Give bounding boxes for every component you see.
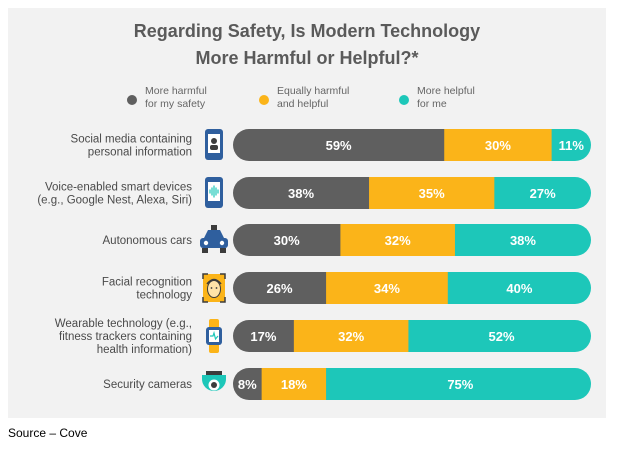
category-label: technology [136,290,192,302]
bar-segment [233,129,445,161]
bar-segments [233,224,591,256]
category-label: (e.g., Google Nest, Alexa, Siri) [37,195,192,207]
car-icon [200,225,228,253]
bar-segments [233,272,591,304]
data-label: 32% [385,233,411,248]
chart-panel: Regarding Safety, Is Modern Technology Mo… [8,8,606,418]
chart-title-line: Regarding Safety, Is Modern Technology [134,21,480,41]
data-label: 52% [488,329,514,344]
bar-segment [408,320,591,352]
legend-swatch [259,95,269,105]
category-label: Autonomous cars [103,235,193,247]
bar-segments [233,320,591,352]
data-label: 34% [374,281,400,296]
bar-segment [447,272,591,304]
data-label: 8% [238,377,257,392]
data-label: 75% [447,377,473,392]
bar-segment [233,368,263,400]
category-label: Voice-enabled smart devices [45,182,192,194]
legend-label: Equally harmful [277,85,349,97]
bar-segment [261,368,327,400]
voice-device-icon [205,177,223,208]
data-label: 38% [510,233,536,248]
legend-label: More helpful [417,85,475,97]
bar-segment [326,368,591,400]
bar-segments [233,129,591,161]
wearable-icon [206,319,222,353]
bar-segment [233,320,295,352]
phone-social-icon [205,129,223,160]
category-label: Social media containing [71,134,192,146]
legend-label: More harmful [145,85,207,97]
bar-segment [293,320,409,352]
data-label: 40% [506,281,532,296]
data-label: 30% [274,233,300,248]
data-label: 32% [338,329,364,344]
legend-swatch [127,95,137,105]
bar-segment [369,177,495,209]
bar-row: Security cameras 8% 18% 75% [103,368,591,400]
data-label: 26% [267,281,293,296]
category-label: Security cameras [103,379,192,391]
data-label: 35% [419,186,445,201]
category-label: Facial recognition [102,277,192,289]
data-label: 27% [530,186,556,201]
chart-svg: Regarding Safety, Is Modern Technology Mo… [37,21,591,400]
category-label: health information) [97,344,192,356]
category-label: fitness trackers containing [59,331,192,343]
bar-segment [444,129,553,161]
data-label: 17% [250,329,276,344]
data-label: 59% [326,138,352,153]
data-label: 30% [485,138,511,153]
bar-segments [233,368,591,400]
legend-label: and helpful [277,98,328,110]
data-label: 18% [281,377,307,392]
category-label: Wearable technology (e.g., [55,318,192,330]
bar-segment [326,272,449,304]
legend-label: for my safety [145,98,206,110]
data-label: 11% [559,138,585,153]
category-label: personal information [88,147,192,159]
face-scan-icon [202,273,226,303]
legend-swatch [399,95,409,105]
bar-segments [233,177,591,209]
bar-segment [551,129,591,161]
bar-segment [233,272,327,304]
chart-title-line: More Harmful or Helpful?* [195,48,418,68]
bar-segment [233,177,370,209]
bar-segment [454,224,591,256]
bar-segment [233,224,341,256]
bar-row: Wearable technology (e.g.,fitness tracke… [55,318,591,356]
bar-row: Voice-enabled smart devices(e.g., Google… [37,177,591,209]
bar-row: Autonomous cars 30% 32% 38% [103,224,591,256]
legend-label: for me [417,98,447,110]
bar-segment [494,177,591,209]
source-caption: Source – Cove [8,426,88,440]
security-camera-icon [202,371,226,391]
data-label: 38% [288,186,314,201]
bar-segment [340,224,456,256]
